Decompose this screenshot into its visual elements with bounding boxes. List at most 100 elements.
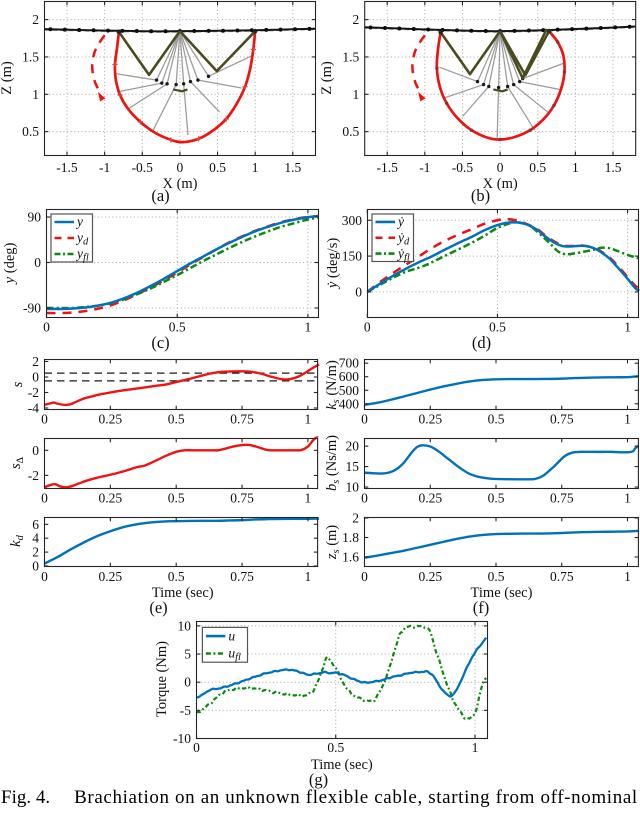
svg-text:yd: yd: [75, 230, 89, 248]
svg-text:0.5: 0.5: [488, 569, 505, 584]
svg-text:(e): (e): [149, 598, 167, 617]
svg-text:0.75: 0.75: [230, 490, 254, 505]
svg-text:ẏfl: ẏfl: [396, 246, 410, 264]
svg-text:-10: -10: [173, 731, 191, 746]
svg-text:2: 2: [352, 12, 359, 27]
svg-text:1: 1: [305, 569, 312, 584]
svg-text:Z (m): Z (m): [319, 61, 335, 95]
svg-text:90: 90: [28, 210, 42, 225]
svg-text:1: 1: [624, 490, 631, 505]
svg-text:0: 0: [34, 255, 41, 270]
svg-text:0: 0: [32, 370, 39, 385]
svg-text:20: 20: [346, 439, 360, 454]
svg-text:0.25: 0.25: [99, 569, 123, 584]
svg-text:s: s: [10, 381, 26, 387]
svg-text:600: 600: [339, 369, 360, 384]
svg-text:700: 700: [339, 356, 360, 371]
svg-text:0: 0: [355, 284, 362, 299]
svg-text:0.25: 0.25: [418, 490, 442, 505]
svg-text:500: 500: [339, 383, 360, 398]
svg-text:2: 2: [32, 354, 39, 369]
svg-text:(g): (g): [309, 770, 328, 789]
svg-text:-5: -5: [180, 703, 191, 718]
svg-text:1: 1: [305, 320, 312, 335]
svg-text:1.6: 1.6: [342, 550, 359, 565]
svg-text:(d): (d): [472, 333, 491, 352]
svg-text:X (m): X (m): [483, 176, 518, 192]
svg-text:1.8: 1.8: [342, 530, 359, 545]
svg-text:1.5: 1.5: [605, 160, 622, 175]
svg-text:1: 1: [352, 87, 359, 102]
svg-text:10: 10: [178, 618, 192, 633]
svg-text:zs​ (m): zs​ (m): [324, 525, 342, 560]
svg-text:1.5: 1.5: [22, 49, 39, 64]
svg-text:ẏd: ẏd: [396, 230, 410, 248]
svg-text:bs​ (Ns/m): bs​ (Ns/m): [324, 435, 342, 491]
svg-text:0: 0: [43, 320, 50, 335]
svg-text:2: 2: [32, 12, 39, 27]
svg-text:0.75: 0.75: [550, 569, 574, 584]
svg-text:10: 10: [346, 480, 360, 495]
svg-text:0: 0: [193, 740, 200, 755]
svg-text:Z (m): Z (m): [0, 61, 15, 95]
svg-text:0.25: 0.25: [99, 490, 123, 505]
svg-text:300: 300: [342, 213, 363, 228]
svg-text:0: 0: [184, 675, 191, 690]
svg-text:X (m): X (m): [162, 176, 197, 192]
svg-text:150: 150: [342, 249, 363, 264]
svg-text:0: 0: [41, 490, 48, 505]
svg-text:0: 0: [41, 412, 48, 427]
svg-text:4: 4: [32, 531, 39, 546]
svg-text:0.5: 0.5: [209, 160, 226, 175]
svg-text:-2: -2: [28, 468, 39, 483]
svg-text:ẏ (deg/s): ẏ (deg/s): [325, 238, 341, 290]
svg-text:0: 0: [177, 160, 184, 175]
svg-text:1: 1: [472, 740, 479, 755]
svg-text:0.5: 0.5: [168, 490, 185, 505]
svg-text:0.75: 0.75: [230, 569, 254, 584]
svg-text:0: 0: [32, 559, 39, 574]
svg-text:0.75: 0.75: [550, 412, 574, 427]
svg-text:1.5: 1.5: [342, 49, 359, 64]
svg-text:6: 6: [32, 517, 39, 532]
svg-text:ufl: ufl: [228, 646, 241, 664]
svg-text:2: 2: [32, 545, 39, 560]
svg-text:0.5: 0.5: [529, 160, 546, 175]
svg-text:(c): (c): [151, 333, 169, 352]
svg-text:-2: -2: [28, 385, 39, 400]
svg-text:Time (sec): Time (sec): [471, 585, 533, 601]
svg-text:0.5: 0.5: [168, 412, 185, 427]
svg-text:kd​: kd​: [8, 534, 26, 546]
svg-text:0.75: 0.75: [230, 412, 254, 427]
svg-text:1: 1: [624, 412, 631, 427]
svg-text:1: 1: [252, 160, 259, 175]
svg-text:0.5: 0.5: [168, 569, 185, 584]
svg-text:0: 0: [41, 569, 48, 584]
svg-text:1: 1: [624, 569, 631, 584]
svg-text:-1: -1: [419, 160, 430, 175]
svg-text:0: 0: [361, 569, 368, 584]
svg-text:1: 1: [572, 160, 579, 175]
svg-text:-0.5: -0.5: [452, 160, 474, 175]
svg-text:1.5: 1.5: [284, 160, 301, 175]
svg-text:0.75: 0.75: [550, 490, 574, 505]
svg-text:1: 1: [305, 412, 312, 427]
svg-text:0.5: 0.5: [488, 412, 505, 427]
svg-text:0: 0: [364, 320, 371, 335]
svg-text:ks​ (N/m): ks​ (N/m): [324, 360, 342, 410]
svg-text:0: 0: [32, 443, 39, 458]
svg-text:u: u: [228, 628, 235, 643]
svg-text:15: 15: [346, 459, 360, 474]
svg-text:2: 2: [352, 511, 359, 526]
svg-text:0: 0: [361, 490, 368, 505]
svg-text:ẏ: ẏ: [396, 214, 405, 229]
svg-text:1: 1: [305, 490, 312, 505]
svg-text:5: 5: [184, 647, 191, 662]
svg-text:yfl: yfl: [75, 246, 89, 264]
svg-text:-1: -1: [99, 160, 110, 175]
svg-text:0.25: 0.25: [99, 412, 123, 427]
svg-text:sΔ​: sΔ​: [8, 457, 26, 469]
svg-text:0.5: 0.5: [169, 320, 186, 335]
svg-text:0.5: 0.5: [327, 740, 344, 755]
svg-text:0.5: 0.5: [488, 490, 505, 505]
